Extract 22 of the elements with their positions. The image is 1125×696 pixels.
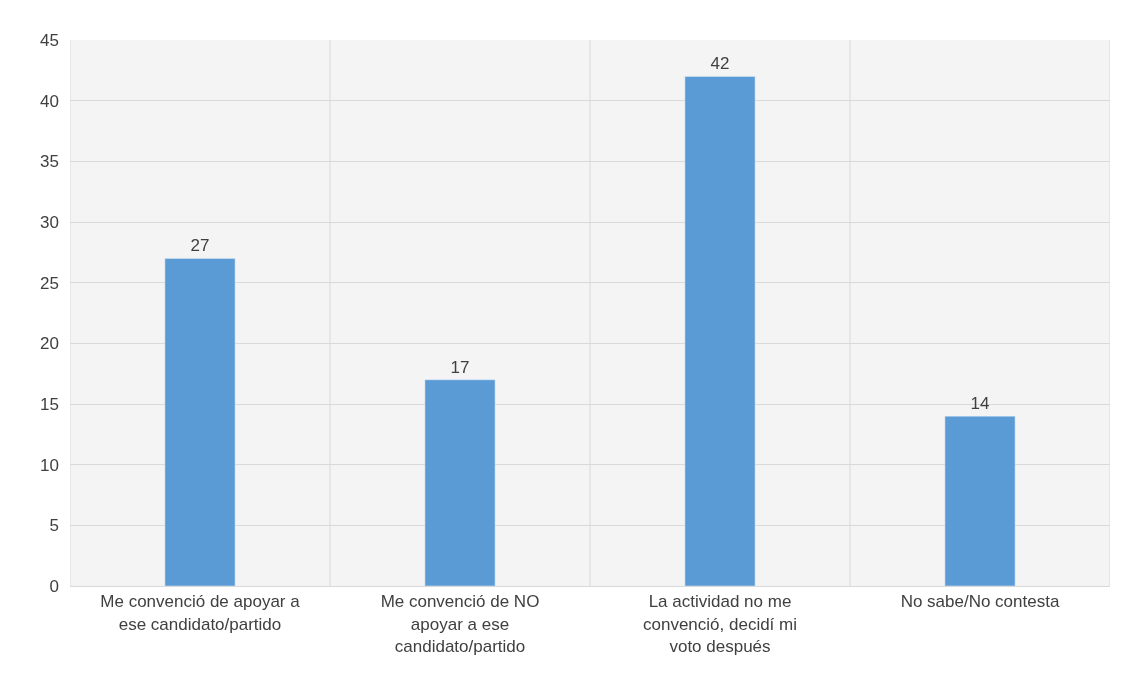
- bar: [164, 258, 236, 586]
- y-tick-label: 30: [40, 212, 59, 232]
- data-label: 42: [710, 54, 730, 74]
- x-tick-label: Me convenció de NO apoyar a ese candidato/partido: [380, 592, 540, 656]
- bar: [424, 379, 496, 586]
- y-tick-label: 5: [49, 516, 59, 536]
- y-tick-label: 45: [40, 30, 59, 50]
- y-tick-label: 20: [40, 334, 59, 354]
- bar: [684, 76, 756, 586]
- y-tick-label: 40: [40, 91, 59, 111]
- data-label: 27: [190, 236, 210, 256]
- y-tick-label: 35: [40, 152, 59, 172]
- y-tick-label: 0: [49, 576, 59, 596]
- bar: [944, 415, 1016, 586]
- y-tick-label: 15: [40, 394, 59, 414]
- y-tick-label: 10: [40, 455, 59, 475]
- y-tick-label: 25: [40, 273, 59, 293]
- data-label: 14: [970, 394, 990, 414]
- data-label: 17: [450, 357, 470, 377]
- x-tick-label: No sabe/No contesta: [900, 592, 1060, 612]
- x-tick-label: Me convenció de apoyar a ese candidato/partido: [100, 592, 301, 634]
- x-tick-label: La actividad no me convenció, decidí mi voto después: [642, 592, 798, 656]
